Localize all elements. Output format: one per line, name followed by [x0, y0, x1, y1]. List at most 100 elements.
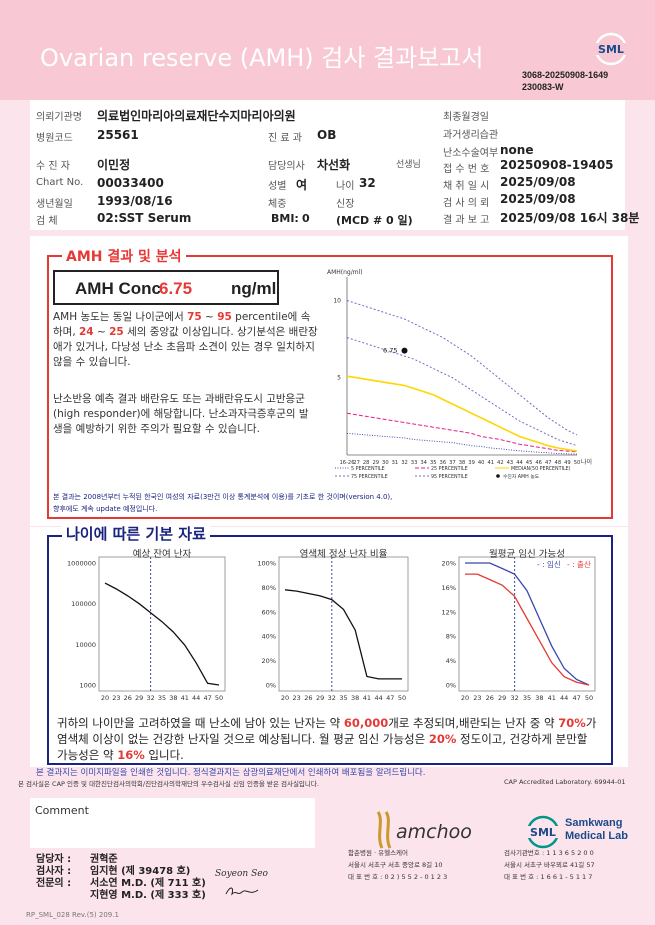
chart-title: 예상 잔여 난자: [133, 548, 192, 560]
series-line: [104, 582, 220, 686]
amh-paragraph-2: 난소반응 예측 결과 배란유도 또는 과배란유도시 고반응군 (high res…: [53, 393, 309, 435]
bmi-value: 0: [302, 212, 310, 225]
specimen-value: 02:SST Serum: [97, 211, 192, 225]
svg-text:amchoon: amchoon: [396, 821, 472, 843]
amh-chart-xtick: 48: [555, 460, 562, 466]
amh-chart-xtick: 46: [535, 460, 542, 466]
y-tick-label: 1000: [79, 682, 96, 690]
x-tick-label: 20: [461, 694, 469, 702]
plot-frame: [278, 556, 409, 692]
x-tick-label: 38: [351, 694, 359, 702]
amh-chart-xtick: 47: [545, 460, 552, 466]
weight-label: 체중: [268, 199, 287, 210]
x-tick-label: 50: [398, 694, 406, 702]
chart-no-value: 00033400: [97, 176, 164, 190]
document-id-line2: 230083-W: [522, 82, 564, 92]
amh-chart-xtick: 16-26: [339, 460, 354, 466]
amh-chart-xtick: 30: [382, 460, 389, 466]
amh-chart-xtick: 45: [526, 460, 533, 466]
amh-legend-label: 5 PERCENTILE: [351, 466, 385, 472]
x-tick-label: 32: [328, 694, 336, 702]
notice-print: 본 결과지는 이미지파일을 인쇄한 것입니다. 정식결과지는 삼광의료재단에서 …: [36, 768, 426, 778]
y-tick-label: 20%: [262, 657, 276, 665]
specimen-label: 검 체: [36, 216, 58, 227]
rep-value: 권혁준: [90, 854, 118, 865]
test-label: 검 사 의 뢰: [443, 198, 490, 209]
hospital-code-value: 25561: [97, 128, 139, 142]
amh-conc-value: 6.75: [159, 279, 193, 298]
specialist-2-value: 지현영 M.D. (제 333 호): [90, 890, 206, 901]
collect-label: 채 취 일 시: [443, 181, 490, 192]
signature-2-icon: [225, 887, 259, 896]
series-line: [465, 573, 590, 686]
median-age-high: 25: [109, 326, 124, 338]
amh-chart-xtick: 28: [363, 460, 370, 466]
median-age-low: 24: [79, 326, 94, 338]
para1-text-e: 세의 중앙값 이상입니다. 상기분석은 배란장애가 있거나, 다낭성 난소 초음…: [53, 326, 318, 368]
x-tick-label: 41: [548, 694, 556, 702]
x-tick-label: 44: [374, 694, 382, 702]
amh-conc-label: AMH Conc: [75, 279, 161, 298]
series-line: [465, 562, 590, 686]
collect-value: 2025/09/08: [500, 175, 576, 189]
form-code: RP_SML_028 Rev.(5) 209.1: [26, 911, 119, 919]
y-tick-label: 0%: [266, 682, 276, 690]
chart-title: 염색체 정상 난자 비율: [300, 549, 388, 560]
specialist-label: 전문의 :: [36, 878, 72, 889]
specialist-1-value: 서소연 M.D. (제 711 호): [90, 878, 206, 889]
amh-series-line: [346, 337, 578, 447]
department-value: OB: [317, 128, 337, 142]
amh-chart-xtick: 36: [440, 460, 447, 466]
y-tick-label: 1000000: [67, 560, 96, 568]
amh-legend-label: 95 PERCENTILE: [431, 474, 468, 480]
sml-footer-name: Samkwang Medical Lab: [565, 817, 628, 843]
amh-patient-label: 6.75: [383, 347, 397, 355]
x-tick-label: 44: [560, 694, 568, 702]
sml-logo-text: SML: [598, 43, 624, 56]
amh-conc-box: AMH Conc 6.75 ng/ml: [53, 270, 279, 305]
cap-accreditation: CAP Accredited Laboratory. 69944-01: [504, 778, 626, 786]
amh-footnote-1: 본 결과는 2008년부터 누적된 한국인 여성의 자료(3만건 이상 통계분석…: [53, 493, 393, 501]
report-label: 결 과 보 고: [443, 215, 490, 226]
amh-chart-xend: 나이: [581, 458, 592, 466]
hamchoon-line2: 서울시 서초구 서초 중앙로 8길 10: [348, 861, 443, 869]
sex-label: 성별: [268, 181, 287, 192]
amh-chart-xtick: 33: [411, 460, 418, 466]
amh-chart-xtick: 27: [353, 460, 360, 466]
y-tick-label: 80%: [262, 584, 276, 592]
receipt-value: 20250908-19405: [500, 158, 614, 172]
x-tick-label: 29: [498, 694, 506, 702]
x-tick-label: 50: [585, 694, 593, 702]
amh-chart-ytick: 10: [333, 297, 341, 304]
doctor-label: 담당의사: [268, 161, 305, 172]
mcd-value: (MCD # 0 일): [336, 214, 413, 227]
comment-box: Comment: [30, 798, 315, 848]
x-tick-label: 32: [146, 694, 154, 702]
amh-legend-label: 75 PERCENTILE: [351, 474, 388, 480]
x-tick-label: 41: [363, 694, 371, 702]
sml-line3: 대 표 번 호 : 1 6 6 1 - 5 1 1 7: [504, 873, 593, 881]
surgery-label: 난소수술여부: [443, 148, 499, 159]
amh-chart-xtick: 37: [449, 460, 456, 466]
x-tick-label: 29: [135, 694, 143, 702]
hamchoon-line1: 함춘병원 · 유헬스케어: [348, 849, 409, 857]
tester-label: 검사자 :: [36, 866, 72, 877]
summary-text-d: 정도이고, 건강하게 분만할 가능성은 약: [57, 732, 588, 762]
sml-info: 검사기관번호 : 1 1 3 6 5 2 0 0 서울시 서초구 바우뫼로 41…: [504, 847, 595, 883]
legend-birth: - : 출산: [567, 559, 591, 569]
report-value: 2025/09/08 16시 38분: [500, 211, 640, 225]
plot-frame: [98, 556, 226, 692]
x-tick-label: 26: [124, 694, 132, 702]
amh-chart-xtick: 49: [564, 460, 571, 466]
doctor-suffix: 선생님: [396, 160, 421, 170]
y-tick-label: 4%: [446, 657, 456, 665]
amh-chart-xtick: 39: [468, 460, 475, 466]
x-tick-label: 26: [304, 694, 312, 702]
amh-chart-xtick: 31: [392, 460, 399, 466]
percentile-high: 95: [217, 311, 232, 323]
percentile-low: 75: [187, 311, 202, 323]
chart-title: 월평균 임신 가능성: [489, 548, 565, 560]
x-tick-label: 47: [203, 694, 211, 702]
age-label: 나이: [336, 181, 355, 192]
